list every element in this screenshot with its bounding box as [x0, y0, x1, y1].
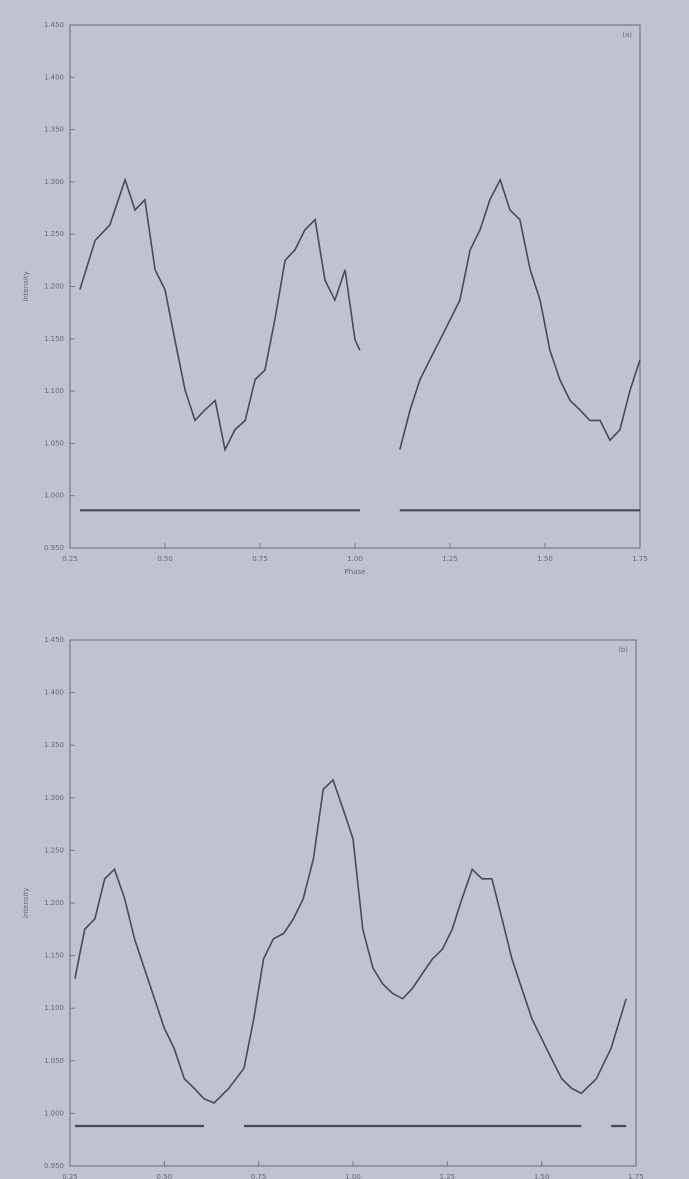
y-tick-label: 1.050 — [44, 439, 64, 447]
x-tick-label: 0.75 — [252, 555, 268, 563]
y-tick-label: 1.050 — [44, 1057, 64, 1065]
y-tick-label: 1.350 — [44, 126, 64, 134]
x-tick-label: 0.25 — [62, 1173, 78, 1179]
x-tick-label: 1.50 — [537, 555, 553, 563]
x-tick-label: 0.75 — [251, 1173, 267, 1179]
y-axis-label: Intensity — [22, 888, 30, 918]
page: 0.950 1.000 1.050 1.100 1.150 1.200 1.250 1.300… — [0, 0, 689, 1179]
light-curve — [80, 180, 640, 450]
y-tick-label: 1.450 — [44, 636, 64, 644]
y-axis-label: Intensity — [22, 271, 30, 301]
y-tick-label: 1.200 — [44, 899, 64, 907]
x-tick-label: 1.75 — [632, 555, 648, 563]
x-tick-label: 1.25 — [440, 1173, 456, 1179]
y-tick-label: 1.150 — [44, 952, 64, 960]
x-axis-label: Phase — [345, 568, 366, 576]
y-tick-label: 1.400 — [44, 689, 64, 697]
plot-frame — [70, 640, 636, 1166]
y-tick-label: 0.950 — [44, 544, 64, 552]
x-tick-label: 0.50 — [157, 1173, 173, 1179]
light-curve — [75, 780, 626, 1103]
y-tick-label: 1.400 — [44, 73, 64, 81]
x-tick-label: 0.25 — [62, 555, 78, 563]
panel-label: (b) — [618, 646, 628, 654]
y-tick-label: 1.250 — [44, 846, 64, 854]
y-tick-label: 1.450 — [44, 21, 64, 29]
y-tick-label: 1.000 — [44, 1109, 64, 1117]
y-tick-label: 1.350 — [44, 741, 64, 749]
x-tick-label: 1.50 — [534, 1173, 550, 1179]
y-tick-label: 1.250 — [44, 230, 64, 238]
y-tick-label: 1.000 — [44, 492, 64, 500]
x-tick-label: 1.75 — [628, 1173, 644, 1179]
panel-label: (a) — [622, 31, 632, 39]
y-tick-label: 1.100 — [44, 387, 64, 395]
y-tick-label: 1.100 — [44, 1004, 64, 1012]
y-tick-label: 1.300 — [44, 794, 64, 802]
x-tick-label: 1.00 — [345, 1173, 361, 1179]
y-tick-label: 0.950 — [44, 1162, 64, 1170]
x-tick-label: 1.25 — [442, 555, 458, 563]
y-tick-label: 1.150 — [44, 335, 64, 343]
y-tick-label: 1.300 — [44, 178, 64, 186]
x-tick-label: 0.50 — [157, 555, 173, 563]
plot-frame — [70, 25, 640, 548]
y-tick-label: 1.200 — [44, 283, 64, 291]
x-tick-label: 1.00 — [347, 555, 363, 563]
figure: 0.950 1.000 1.050 1.100 1.150 1.200 1.250 1.300… — [0, 0, 689, 1179]
